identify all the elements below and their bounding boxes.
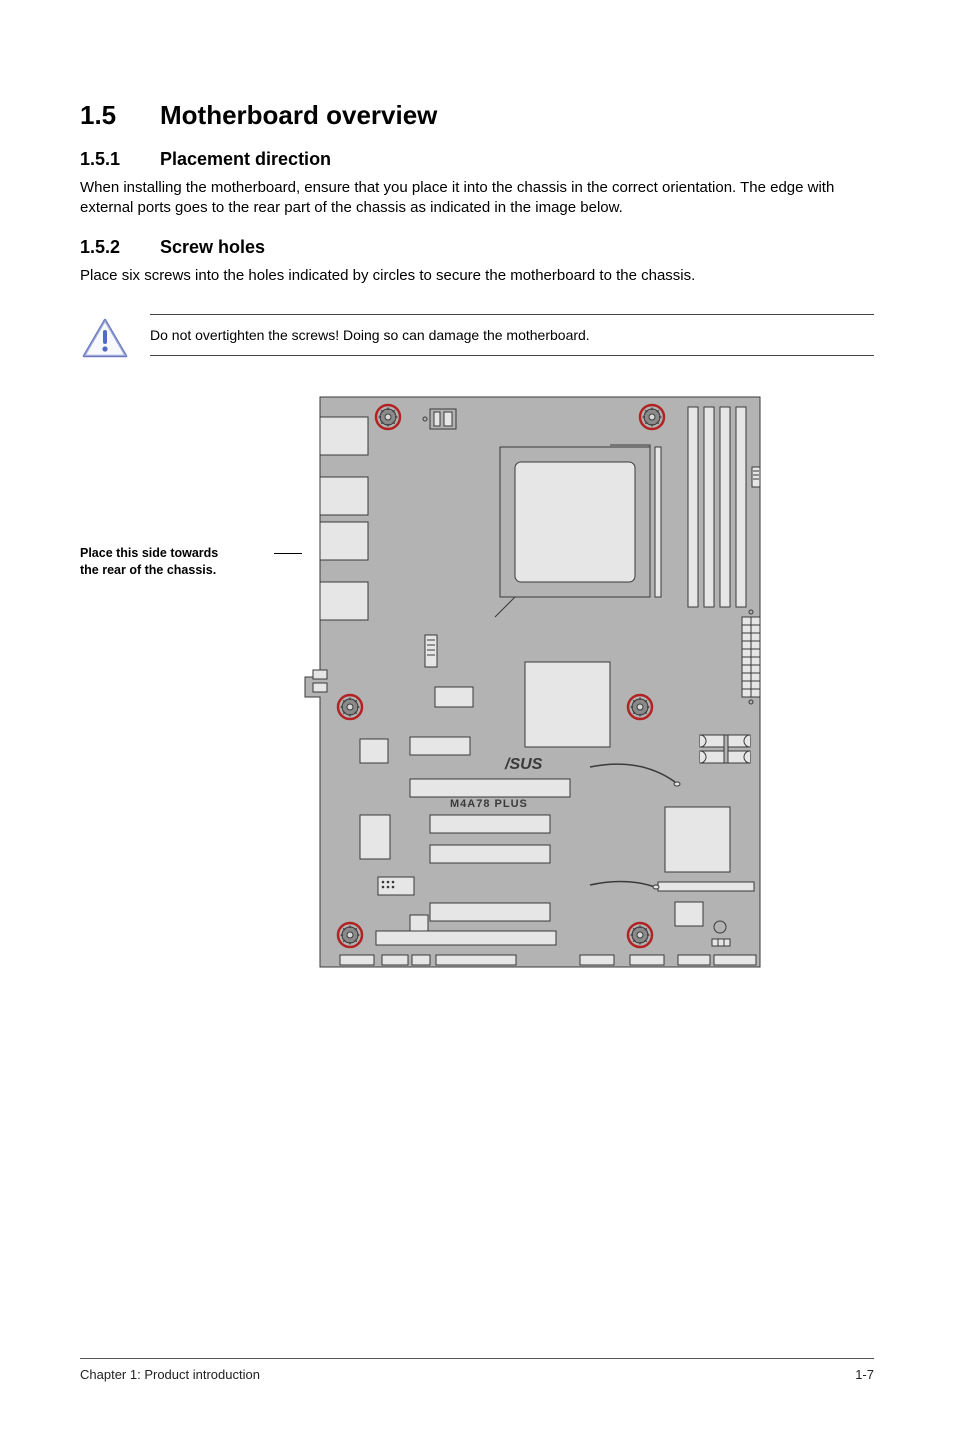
motherboard-figure: Place this side towards the rear of the … bbox=[80, 387, 874, 982]
subsection-1-number: 1.5.1 bbox=[80, 149, 160, 170]
board-brand: /SUS bbox=[504, 756, 543, 773]
subsection-1-title: Placement direction bbox=[160, 149, 331, 169]
label-connector-line bbox=[274, 553, 302, 554]
subsection-2-number: 1.5.2 bbox=[80, 237, 160, 258]
section-number: 1.5 bbox=[80, 100, 160, 131]
board-model: M4A78 PLUS bbox=[450, 798, 528, 810]
subsection-2-heading: 1.5.2Screw holes bbox=[80, 237, 874, 258]
section-heading: 1.5Motherboard overview bbox=[80, 100, 874, 131]
subsection-1-body: When installing the motherboard, ensure … bbox=[80, 178, 874, 219]
footer-right: 1-7 bbox=[855, 1367, 874, 1382]
subsection-1-heading: 1.5.1Placement direction bbox=[80, 149, 874, 170]
caution-icon bbox=[80, 314, 130, 363]
page-footer: Chapter 1: Product introduction 1-7 bbox=[80, 1358, 874, 1382]
caution-text: Do not overtighten the screws! Doing so … bbox=[150, 314, 874, 356]
subsection-2-body: Place six screws into the holes indicate… bbox=[80, 266, 874, 286]
section-title: Motherboard overview bbox=[160, 100, 437, 130]
rear-side-label-line1: Place this side towards bbox=[80, 546, 218, 560]
footer-left: Chapter 1: Product introduction bbox=[80, 1367, 260, 1382]
rear-side-label: Place this side towards the rear of the … bbox=[80, 545, 280, 579]
rear-side-label-line2: the rear of the chassis. bbox=[80, 563, 216, 577]
subsection-2-title: Screw holes bbox=[160, 237, 265, 257]
caution-callout: Do not overtighten the screws! Doing so … bbox=[80, 314, 874, 363]
motherboard-diagram: /SUS M4A78 PLUS bbox=[280, 387, 874, 982]
